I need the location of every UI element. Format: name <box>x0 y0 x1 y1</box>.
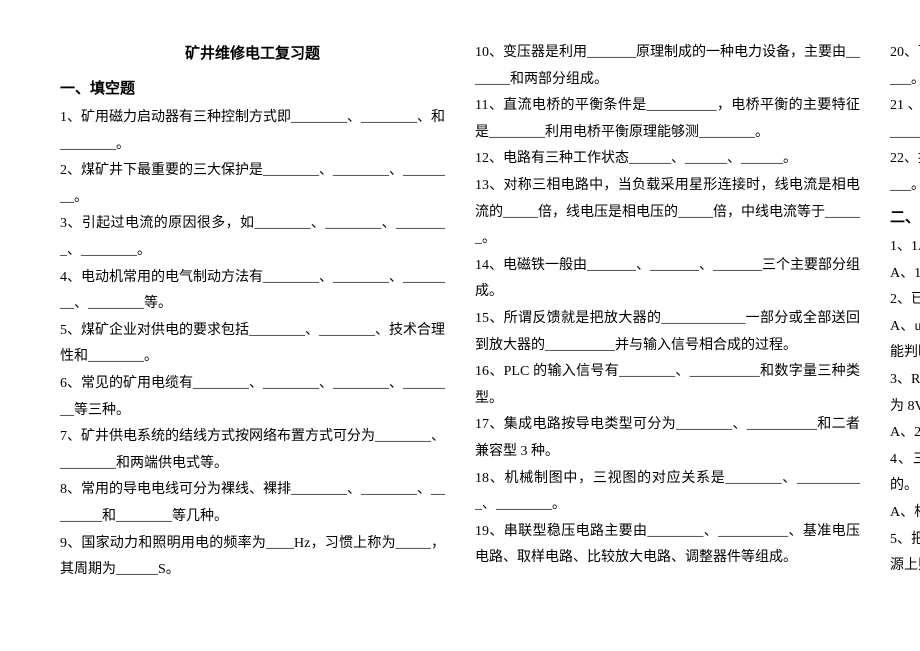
choice-option: A、1C B、60C C、3600C D、1200C <box>890 261 920 288</box>
fill-item: 1、矿用磁力启动器有三种控制方式即________、________、和____… <box>60 105 445 158</box>
fill-item: 11、直流电桥的平衡条件是__________，电桥平衡的主要特征是______… <box>475 93 860 146</box>
fill-item: 21 、在交流调压电路中，通常采用正、反两个方向都能导通的________代替两… <box>890 93 920 146</box>
fill-item: 18、机械制图中，三视图的对应关系是________、__________、__… <box>475 466 860 519</box>
fill-item: 20、可编程控制器有三种输出形________、__________、_____… <box>890 40 920 93</box>
fill-item: 12、电路有三种工作状态______、______、______。 <box>475 146 860 173</box>
choice-item: 2、已知两个正弦量 u=220sin(314t+30°) i=40sin(314… <box>890 287 920 314</box>
fill-item: 5、煤矿企业对供电的要求包括________、________、技术合理性和__… <box>60 318 445 371</box>
doc-title: 矿井维修电工复习题 <box>60 40 445 69</box>
fill-item: 2、煤矿井下最重要的三大保护是________、________、_______… <box>60 158 445 211</box>
fill-item: 7、矿井供电系统的结线方式按网络布置方式可分为________、________… <box>60 424 445 477</box>
choice-option: A、28 B、14 C、4 D、10 <box>890 420 920 447</box>
section1-header: 一、填空题 <box>60 75 445 104</box>
fill-item: 19、串联型稳压电路主要由________、__________、基准电压电路、… <box>475 519 860 572</box>
choice-option: A、相位 B、相序 C、频率 D、相位角 <box>890 500 920 527</box>
section2-header: 二、选择题 <box>890 204 920 233</box>
choice-option: A、u 比 i 超前 30° B、u 比 i 滞后 30° C、u 比 i 超前… <box>890 314 920 367</box>
fill-item: 8、常用的导电电线可分为裸线、裸排________、________、_____… <box>60 477 445 530</box>
choice-item: 4、三相异步电动机的旋转磁场方向是由三相电源（ ）决定的。 <box>890 447 920 500</box>
choice-item: 5、把"220v、40W"和"220V、100W"两个灯泡串联接在 220V 电… <box>890 527 920 580</box>
fill-item: 13、对称三相电路中，当负载采用星形连接时，线电流是相电流的_____倍，线电压… <box>475 173 860 253</box>
choice-item: 1、1A 的电流在 1h 内通过导体横截面积的电量（ ）。 <box>890 234 920 261</box>
fill-item: 3、引起过电流的原因很多，如________、________、________… <box>60 211 445 264</box>
fill-item: 10、变压器是利用_______原理制成的一种电力设备，主要由_______和两… <box>475 40 860 93</box>
fill-item: 14、电磁铁一般由_______、_______、_______三个主要部分组成… <box>475 253 860 306</box>
fill-item: 9、国家动力和照明用电的频率为____Hz，习惯上称为_____，其周期为___… <box>60 531 445 584</box>
fill-item: 6、常见的矿用电缆有________、________、________、___… <box>60 371 445 424</box>
fill-item: 17、集成电路按导电类型可分为________、__________和二者兼容型… <box>475 412 860 465</box>
fill-item: 4、电动机常用的电气制动方法有________、________、_______… <box>60 265 445 318</box>
fill-item: 15、所谓反馈就是把放大器的____________一部分或全部送回到放大器的_… <box>475 306 860 359</box>
choice-item: 3、RL 串联正弦交流电路中电阻上的电压为 6V，电感上的电压为 8V，总电压为… <box>890 367 920 420</box>
fill-item: 16、PLC 的输入信号有________、__________和数字量三种类型… <box>475 359 860 412</box>
fill-item: 22、按照工作原理和效果的不同，錾切可以细分为______、______。 <box>890 146 920 199</box>
